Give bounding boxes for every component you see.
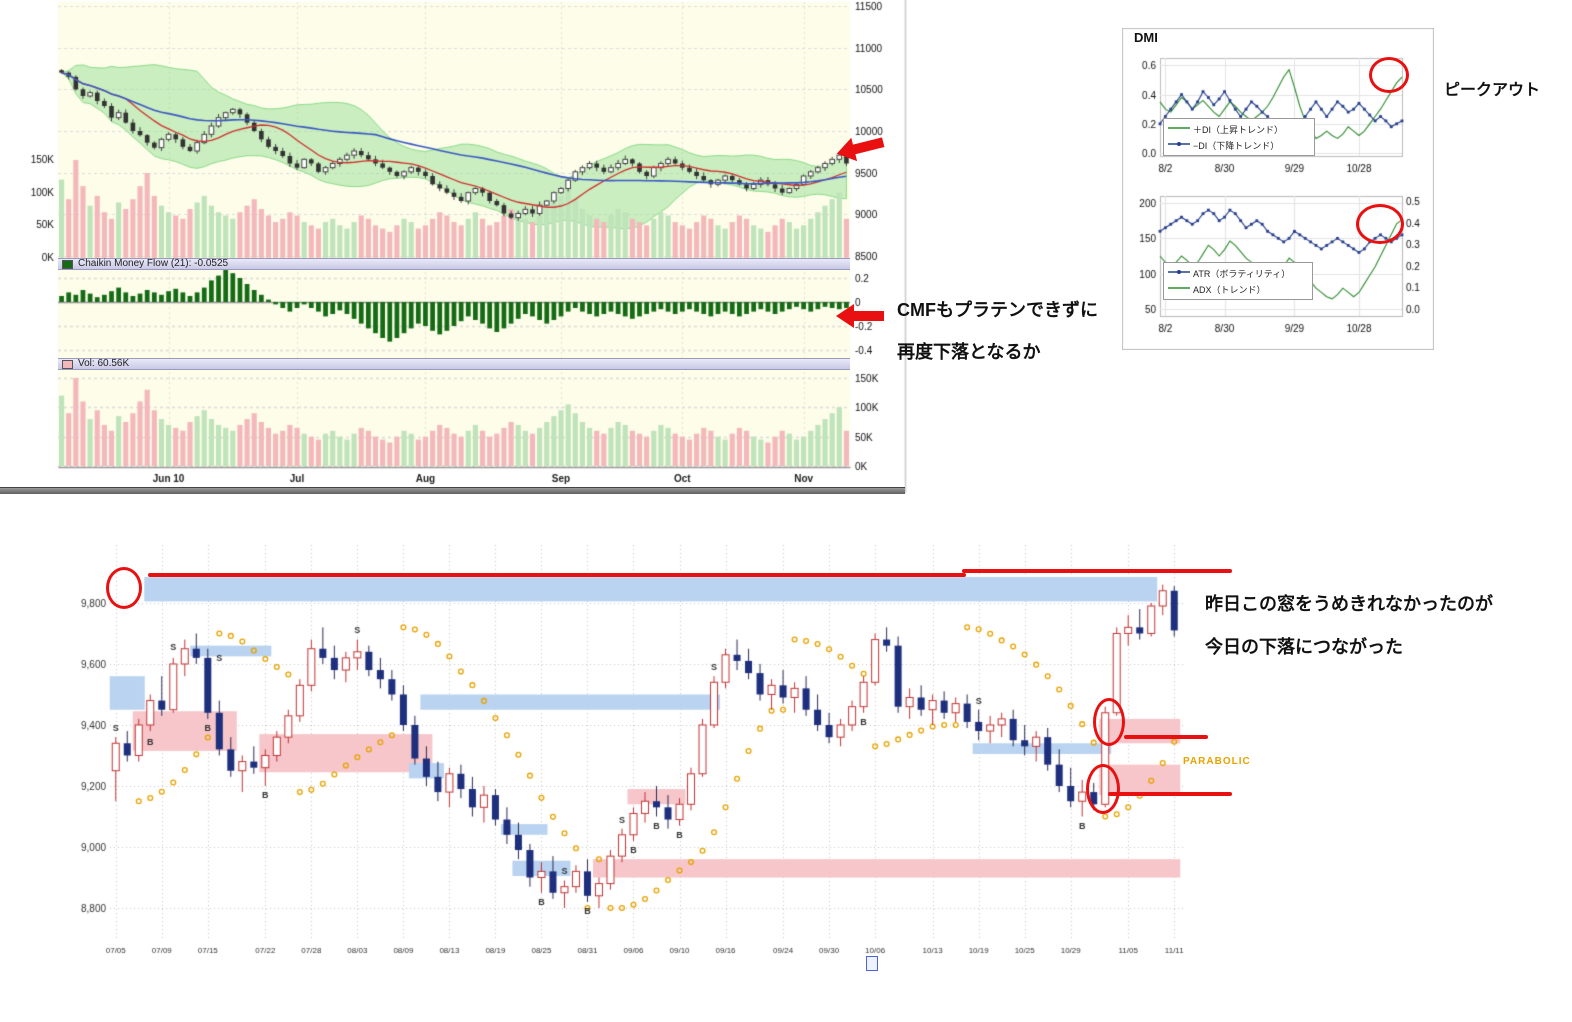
plus-di-label: ＋DI（上昇トレンド） [1193, 124, 1284, 135]
cmf-panel-label: Chaikin Money Flow (21): -0.0525 [78, 258, 229, 269]
window-note-line2: 今日の下落につながった [1205, 637, 1403, 657]
cmf-note-line2: 再度下落となるか [897, 342, 1041, 362]
dmi-legend: ＋DI（上昇トレンド） −DI（下降トレンド） [1163, 118, 1315, 156]
volume-series-icon [62, 359, 73, 369]
price-arrow-icon [836, 137, 885, 162]
adx-rise-circle [1356, 204, 1404, 244]
cmf-series-icon [62, 259, 73, 269]
gap-circle-upper [1093, 698, 1125, 746]
window-resistance-line [148, 573, 966, 577]
window-resistance-line-right [962, 569, 1232, 573]
atr-line-sample [1168, 267, 1190, 279]
gap-level-line-upper [1124, 735, 1208, 739]
legend-row-atr: ATR（ボラティリティ） [1168, 265, 1308, 281]
cmf-note-line1: CMFもプラテンできずに [897, 300, 1098, 320]
volume-panel-label: Vol: 60.56K [78, 358, 130, 369]
candlestick-parabolic-chart [80, 535, 1230, 965]
adx-line-sample [1168, 283, 1190, 295]
plus-di-line-sample [1168, 123, 1190, 135]
gap-circle-lower [1086, 764, 1120, 814]
parabolic-label: PARABOLIC [1183, 756, 1251, 767]
cmf-arrow-icon [836, 304, 884, 328]
dmi-peak-circle [1369, 57, 1409, 93]
dmi-title: DMI [1134, 30, 1158, 45]
atr-adx-legend: ATR（ボラティリティ） ADX（トレンド） [1163, 262, 1313, 300]
gap-level-line-lower [1108, 792, 1232, 796]
window-origin-circle [106, 567, 142, 609]
minus-di-line-sample [1168, 139, 1190, 151]
minus-di-label: −DI（下降トレンド） [1193, 140, 1280, 151]
footnote-marker-icon [866, 956, 878, 971]
legend-row-plus-di: ＋DI（上昇トレンド） [1168, 121, 1310, 137]
legend-row-minus-di: −DI（下降トレンド） [1168, 137, 1310, 153]
volume-panel-header[interactable]: Vol: 60.56K [58, 358, 850, 370]
peak-out-note: ピークアウト [1444, 82, 1541, 99]
price-cmf-volume-chart [0, 0, 908, 494]
cmf-panel-header[interactable]: Chaikin Money Flow (21): -0.0525 [58, 258, 850, 270]
legend-row-adx: ADX（トレンド） [1168, 281, 1308, 297]
window-note-line1: 昨日この窓をうめきれなかったのが [1205, 594, 1493, 614]
adx-label: ADX（トレンド） [1193, 284, 1266, 295]
atr-label: ATR（ボラティリティ） [1193, 268, 1291, 279]
chart-scrollbar[interactable] [0, 487, 905, 494]
